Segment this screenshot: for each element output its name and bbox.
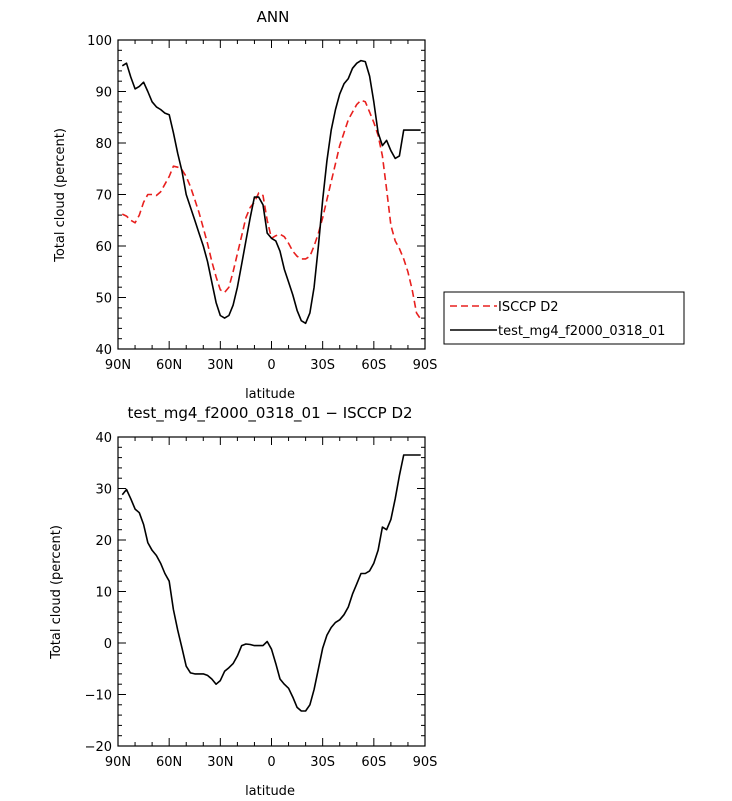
- bottom-series-group: [121, 454, 421, 712]
- y-tick-label: 70: [95, 189, 112, 204]
- top-panel: ANN 90N 60N 30N 0 30S 60S 90S 40 50 60 70 80 90 100 l…: [53, 8, 685, 402]
- y-tick-label: 10: [95, 586, 112, 601]
- y-tick-label: −10: [85, 689, 112, 704]
- y-tick-label: 90: [95, 86, 112, 101]
- top-legend: ISCCP D2 test_mg4_f2000_0318_01: [443, 291, 685, 345]
- y-tick-label: 40: [95, 431, 112, 446]
- y-tick-label: 50: [95, 292, 112, 307]
- top-series-group: [121, 59, 422, 325]
- y-tick-label: 20: [95, 534, 112, 549]
- x-tick-label: 30S: [310, 755, 335, 770]
- x-tick-label: 30S: [310, 358, 335, 373]
- legend-label-isccp: ISCCP D2: [498, 300, 559, 315]
- top-chart-title: ANN: [257, 8, 290, 26]
- y-tick-label: 100: [87, 34, 112, 49]
- bottom-x-axis-label: latitude: [245, 784, 295, 799]
- y-tick-label: 60: [95, 240, 112, 255]
- y-tick-label: 30: [95, 483, 112, 498]
- x-tick-label: 90S: [413, 358, 438, 373]
- x-tick-label: 90N: [105, 755, 131, 770]
- x-tick-label: 60S: [361, 755, 386, 770]
- top-y-axis-label: Total cloud (percent): [53, 128, 68, 263]
- x-tick-label: 0: [267, 358, 275, 373]
- bottom-panel: test_mg4_f2000_0318_01 − ISCCP D2 90N 60N…: [49, 404, 437, 799]
- top-series-line-1: [121, 59, 421, 325]
- y-tick-label: 80: [95, 137, 112, 152]
- x-tick-label: 60N: [156, 358, 182, 373]
- bottom-series-line-0: [121, 454, 421, 712]
- x-tick-label: 30N: [207, 755, 233, 770]
- bottom-plot-frame: [117, 436, 426, 747]
- bottom-axis-ticks: 90N 60N 30N 0 30S 60S 90S −20 −10 0 10 20 30 40: [85, 431, 438, 770]
- y-tick-label: −20: [85, 740, 112, 755]
- top-plot-frame: [117, 39, 426, 350]
- top-axis-ticks: 90N 60N 30N 0 30S 60S 90S 40 50 60 70 80 90 100: [87, 34, 437, 373]
- x-tick-label: 90S: [413, 755, 438, 770]
- x-tick-label: 30N: [207, 358, 233, 373]
- legend-frame: [443, 291, 685, 345]
- y-tick-label: 40: [95, 343, 112, 358]
- x-tick-label: 0: [267, 755, 275, 770]
- top-series-line-0: [121, 99, 422, 320]
- x-tick-label: 60N: [156, 755, 182, 770]
- y-tick-label: 0: [104, 637, 112, 652]
- bottom-chart-title: test_mg4_f2000_0318_01 − ISCCP D2: [127, 404, 412, 423]
- legend-label-model: test_mg4_f2000_0318_01: [498, 324, 665, 339]
- top-x-axis-label: latitude: [245, 387, 295, 402]
- x-tick-label: 90N: [105, 358, 131, 373]
- bottom-y-axis-label: Total cloud (percent): [49, 525, 64, 660]
- x-tick-label: 60S: [361, 358, 386, 373]
